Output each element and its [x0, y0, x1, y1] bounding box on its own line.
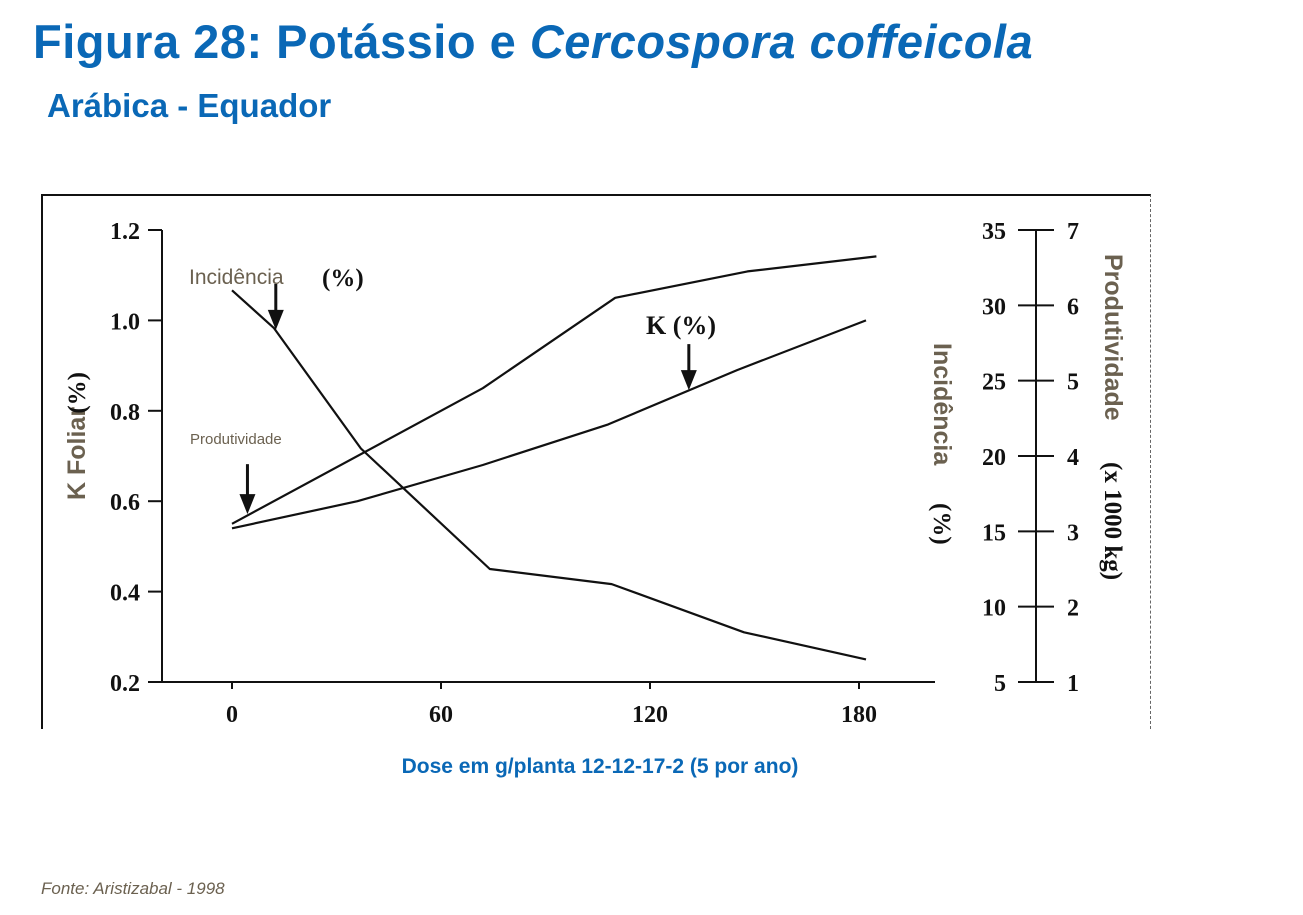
yield-axis-label-main: Produtividade	[1099, 254, 1127, 421]
left-tick-label: 0.6	[110, 490, 140, 516]
series-line-produtividade	[231, 255, 877, 525]
series-line-incidencia	[231, 289, 867, 661]
annotation-incidence-unit: (%)	[322, 265, 364, 292]
x-tick-label: 120	[632, 702, 668, 728]
left-tick-label: 1.2	[110, 219, 140, 245]
incidence-axis-label-main: Incidência	[928, 343, 956, 466]
left-tick-label: 1.0	[110, 309, 140, 335]
yield-tick-label: 5	[1067, 370, 1079, 396]
incidence-tick-label: 25	[982, 370, 1006, 396]
yield-tick-label: 6	[1067, 294, 1079, 320]
incidence-tick-label: 5	[994, 671, 1006, 697]
incidence-tick-label: 35	[982, 219, 1006, 245]
annotation-k: K (%)	[646, 311, 716, 340]
incidence-tick-label: 20	[982, 445, 1006, 471]
annotation-arrow-produtividade	[239, 464, 256, 515]
left-tick-label: 0.8	[110, 400, 140, 426]
left-tick-label: 0.4	[110, 581, 140, 607]
annotation-arrow-k	[680, 344, 697, 391]
figure-subtitle: Arábica - Equador	[47, 87, 332, 124]
incidence-axis-label-unit: (%)	[928, 503, 955, 545]
left-tick-label: 0.2	[110, 671, 140, 697]
left-axis-label-unit: (%)	[64, 372, 91, 414]
chart-frame	[41, 194, 1151, 729]
x-tick-label: 60	[429, 702, 453, 728]
annotation-incidence: Incidência	[189, 266, 284, 289]
yield-tick-label: 3	[1067, 520, 1079, 546]
annotation-produtividade: Produtividade	[190, 431, 282, 448]
figure-title: Figura 28: Potássio e Cercospora coffeic…	[33, 14, 1033, 69]
yield-axis-label-unit: (x 1000 kg)	[1099, 462, 1126, 580]
x-tick-label: 0	[226, 702, 238, 728]
incidence-tick-label: 10	[982, 596, 1006, 622]
figure-title-italic: Cercospora coffeicola	[529, 15, 1034, 68]
incidence-tick-label: 15	[982, 520, 1006, 546]
x-tick-label: 180	[841, 702, 877, 728]
source-note: Fonte: Aristizabal - 1998	[41, 879, 225, 898]
annotation-arrow-incidence	[267, 283, 284, 330]
yield-tick-label: 2	[1067, 596, 1079, 622]
yield-tick-label: 7	[1067, 219, 1079, 245]
figure-title-main: Figura 28: Potássio e	[33, 15, 530, 68]
series-line-k	[231, 319, 867, 530]
incidence-tick-label: 30	[982, 294, 1006, 320]
yield-tick-label: 1	[1067, 671, 1079, 697]
left-axis-label-main: K Foliar	[63, 407, 91, 500]
x-axis-label: Dose em g/planta 12-12-17-2 (5 por ano)	[401, 755, 799, 778]
yield-tick-label: 4	[1067, 445, 1079, 471]
